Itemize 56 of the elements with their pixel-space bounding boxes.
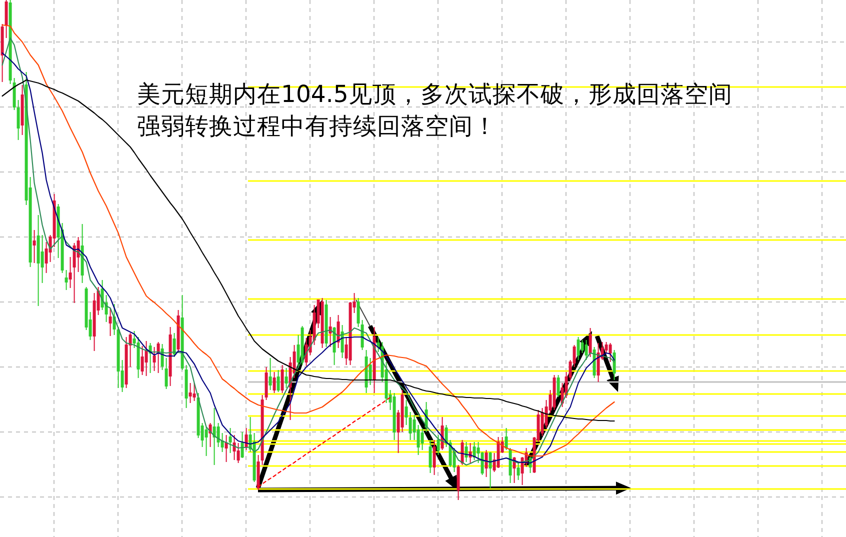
candlestick <box>164 358 168 390</box>
candlestick <box>192 382 196 402</box>
candlestick <box>484 450 488 478</box>
candlestick <box>232 434 236 460</box>
candlestick <box>272 372 276 394</box>
candlestick <box>228 428 232 454</box>
candlestick <box>516 462 520 480</box>
candlestick <box>504 428 508 450</box>
candlestick <box>468 442 472 464</box>
candlestick <box>184 364 188 408</box>
candlestick <box>608 342 612 362</box>
candlestick <box>152 346 156 372</box>
candlestick <box>144 340 148 376</box>
candlestick <box>436 434 440 456</box>
candlestick <box>512 456 516 484</box>
candlestick <box>156 342 160 374</box>
candlestick <box>588 328 592 358</box>
candlestick <box>0 24 4 82</box>
candlestick <box>32 230 36 264</box>
candlestick <box>556 374 560 398</box>
candlestick <box>16 100 20 140</box>
candlestick <box>188 382 192 404</box>
candlestick <box>328 316 332 348</box>
candlestick <box>392 392 396 440</box>
candlestick <box>584 340 588 360</box>
candlestick <box>204 426 208 456</box>
candlestick <box>124 336 128 388</box>
candlestick <box>280 364 284 394</box>
annotation: 美元短期内在104.5见顶，多次试探不破，形成回落空间 <box>137 80 732 108</box>
candlestick <box>404 400 408 426</box>
candlestick <box>20 84 24 136</box>
candlestick <box>68 256 72 288</box>
candlestick <box>264 366 268 400</box>
candlestick <box>268 358 272 390</box>
candlestick <box>116 326 120 388</box>
candlestick <box>428 440 432 474</box>
candlestick <box>284 368 288 388</box>
candlestick <box>456 464 460 500</box>
candlestick <box>356 298 360 328</box>
candlestick <box>4 0 8 38</box>
candlestick <box>208 422 212 448</box>
candlestick <box>488 452 492 488</box>
candlestick <box>464 442 468 462</box>
candlestick <box>212 408 216 466</box>
candlestick <box>148 342 152 374</box>
candlestick <box>240 432 244 458</box>
candlestick <box>432 440 436 476</box>
candlestick <box>276 370 280 392</box>
candlestick <box>64 270 68 290</box>
candlestick <box>80 224 84 284</box>
candlestick <box>224 434 228 462</box>
candlestick <box>108 308 112 336</box>
candlestick <box>408 412 412 440</box>
candlestick <box>576 336 580 360</box>
candlestick <box>36 214 40 306</box>
annotation: 强弱转换过程中有持续回落空间！ <box>137 112 497 140</box>
